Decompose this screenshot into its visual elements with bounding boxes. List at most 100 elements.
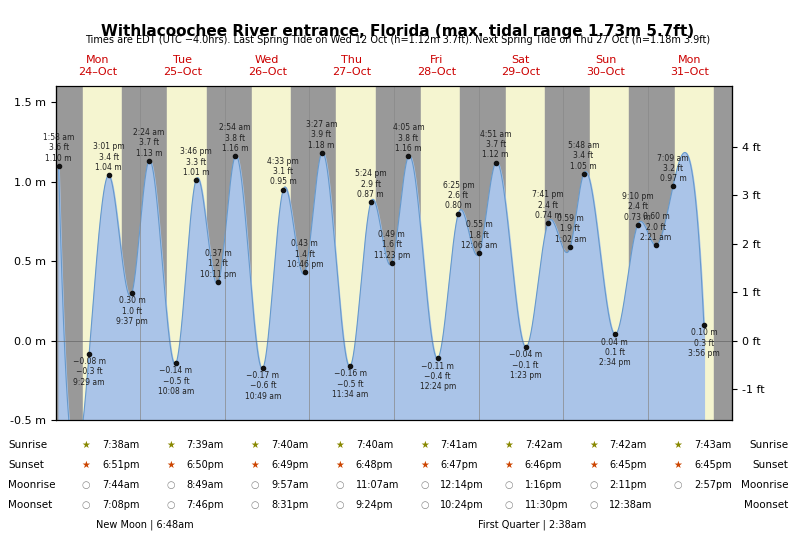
Text: ○: ○: [420, 480, 428, 490]
Text: 5:48 am
3.4 ft
1.05 m: 5:48 am 3.4 ft 1.05 m: [568, 141, 599, 170]
Text: ★: ★: [420, 460, 429, 469]
Text: ★: ★: [589, 440, 598, 450]
Text: 11:30pm: 11:30pm: [525, 500, 568, 510]
Bar: [675, 86, 714, 420]
Bar: [83, 86, 122, 420]
Text: −0.04 m
−0.1 ft
1:23 pm: −0.04 m −0.1 ft 1:23 pm: [509, 350, 542, 380]
Text: 0.59 m
1.9 ft
1:02 am: 0.59 m 1.9 ft 1:02 am: [555, 214, 586, 244]
Bar: [563, 86, 590, 420]
Text: ○: ○: [505, 480, 513, 490]
Bar: [714, 86, 732, 420]
Bar: [759, 86, 796, 420]
Text: ○: ○: [166, 500, 175, 510]
Text: ★: ★: [82, 440, 91, 450]
Bar: [252, 86, 291, 420]
Text: ★: ★: [589, 460, 598, 469]
Text: ○: ○: [589, 500, 598, 510]
Text: 12:14pm: 12:14pm: [440, 480, 484, 490]
Text: 7:41 pm
2.4 ft
0.74 m: 7:41 pm 2.4 ft 0.74 m: [533, 190, 564, 220]
Text: New Moon | 6:48am: New Moon | 6:48am: [96, 519, 193, 530]
Text: 7:46pm: 7:46pm: [186, 500, 224, 510]
Text: First Quarter | 2:38am: First Quarter | 2:38am: [478, 519, 586, 530]
Bar: [122, 86, 140, 420]
Text: 2:54 am
3.8 ft
1.16 m: 2:54 am 3.8 ft 1.16 m: [220, 123, 251, 153]
Text: ○: ○: [674, 480, 682, 490]
Text: 7:42am: 7:42am: [610, 440, 647, 450]
Text: 1:58 am
3.6 ft
1.10 m: 1:58 am 3.6 ft 1.10 m: [43, 133, 74, 163]
Text: 11:07am: 11:07am: [356, 480, 399, 490]
Text: 7:43am: 7:43am: [694, 440, 732, 450]
Text: 3:01 pm
3.4 ft
1.04 m: 3:01 pm 3.4 ft 1.04 m: [93, 142, 124, 172]
Bar: [337, 86, 376, 420]
Bar: [630, 86, 648, 420]
Bar: [140, 86, 167, 420]
Text: 7:40am: 7:40am: [356, 440, 393, 450]
Bar: [310, 86, 337, 420]
Text: ★: ★: [673, 440, 682, 450]
Text: 6:25 pm
2.6 ft
0.80 m: 6:25 pm 2.6 ft 0.80 m: [443, 181, 474, 210]
Text: Moonset: Moonset: [743, 500, 788, 510]
Text: 4:51 am
3.7 ft
1.12 m: 4:51 am 3.7 ft 1.12 m: [480, 130, 512, 160]
Text: 6:49pm: 6:49pm: [271, 460, 309, 469]
Text: ○: ○: [336, 500, 344, 510]
Text: 2:24 am
3.7 ft
1.13 m: 2:24 am 3.7 ft 1.13 m: [133, 128, 165, 158]
Text: ★: ★: [673, 460, 682, 469]
Text: ○: ○: [336, 480, 344, 490]
Text: 6:51pm: 6:51pm: [102, 460, 139, 469]
Text: ○: ○: [420, 500, 428, 510]
Bar: [376, 86, 394, 420]
Bar: [460, 86, 478, 420]
Text: 9:10 pm
2.4 ft
0.73 m: 9:10 pm 2.4 ft 0.73 m: [622, 192, 654, 222]
Text: 3:46 pm
3.3 ft
1.01 m: 3:46 pm 3.3 ft 1.01 m: [180, 147, 212, 177]
Text: ○: ○: [589, 480, 598, 490]
Text: 10:24pm: 10:24pm: [440, 500, 484, 510]
Text: −0.11 m
−0.4 ft
12:24 pm: −0.11 m −0.4 ft 12:24 pm: [419, 362, 456, 391]
Text: 6:46pm: 6:46pm: [525, 460, 562, 469]
Text: ○: ○: [82, 480, 90, 490]
Bar: [56, 86, 83, 420]
Text: 12:38am: 12:38am: [610, 500, 653, 510]
Text: 7:09 am
3.2 ft
0.97 m: 7:09 am 3.2 ft 0.97 m: [657, 154, 689, 183]
Text: ★: ★: [251, 460, 259, 469]
Bar: [206, 86, 224, 420]
Text: 6:45pm: 6:45pm: [694, 460, 732, 469]
Text: 0.04 m
0.1 ft
2:34 pm: 0.04 m 0.1 ft 2:34 pm: [599, 337, 630, 368]
Text: 5:24 pm
2.9 ft
0.87 m: 5:24 pm 2.9 ft 0.87 m: [355, 169, 387, 199]
Text: −0.14 m
−0.5 ft
10:08 am: −0.14 m −0.5 ft 10:08 am: [158, 367, 194, 396]
Text: 7:42am: 7:42am: [525, 440, 562, 450]
Text: Moonrise: Moonrise: [8, 480, 56, 490]
Text: −0.08 m
−0.3 ft
9:29 am: −0.08 m −0.3 ft 9:29 am: [72, 357, 106, 386]
Text: Sunrise: Sunrise: [749, 440, 788, 450]
Bar: [394, 86, 421, 420]
Text: 2:57pm: 2:57pm: [694, 480, 732, 490]
Text: 1:16pm: 1:16pm: [525, 480, 562, 490]
Text: Withlacoochee River entrance, Florida (max. tidal range 1.73m 5.7ft): Withlacoochee River entrance, Florida (m…: [101, 24, 695, 39]
Bar: [478, 86, 505, 420]
Bar: [505, 86, 544, 420]
Text: 4:33 pm
3.1 ft
0.95 m: 4:33 pm 3.1 ft 0.95 m: [267, 157, 299, 186]
Text: 8:49am: 8:49am: [186, 480, 224, 490]
Bar: [421, 86, 460, 420]
Text: 0.30 m
1.0 ft
9:37 pm: 0.30 m 1.0 ft 9:37 pm: [116, 296, 148, 326]
Text: 8:31pm: 8:31pm: [271, 500, 309, 510]
Text: 7:44am: 7:44am: [102, 480, 139, 490]
Text: 6:50pm: 6:50pm: [186, 460, 224, 469]
Bar: [648, 86, 675, 420]
Text: ○: ○: [505, 500, 513, 510]
Text: 4:05 am
3.8 ft
1.16 m: 4:05 am 3.8 ft 1.16 m: [392, 123, 424, 153]
Text: 6:47pm: 6:47pm: [440, 460, 478, 469]
Text: Moonset: Moonset: [8, 500, 53, 510]
Text: ○: ○: [251, 500, 259, 510]
Text: 7:39am: 7:39am: [186, 440, 224, 450]
Bar: [590, 86, 630, 420]
Text: ★: ★: [166, 460, 175, 469]
Text: Sunset: Sunset: [752, 460, 788, 469]
Text: 0.49 m
1.6 ft
11:23 pm: 0.49 m 1.6 ft 11:23 pm: [373, 230, 410, 260]
Bar: [224, 86, 252, 420]
Text: 0.37 m
1.2 ft
10:11 pm: 0.37 m 1.2 ft 10:11 pm: [201, 249, 236, 279]
Bar: [732, 86, 759, 420]
Text: 0.43 m
1.4 ft
10:46 pm: 0.43 m 1.4 ft 10:46 pm: [287, 239, 323, 270]
Text: 7:08pm: 7:08pm: [102, 500, 139, 510]
Text: Moonrise: Moonrise: [740, 480, 788, 490]
Text: ○: ○: [251, 480, 259, 490]
